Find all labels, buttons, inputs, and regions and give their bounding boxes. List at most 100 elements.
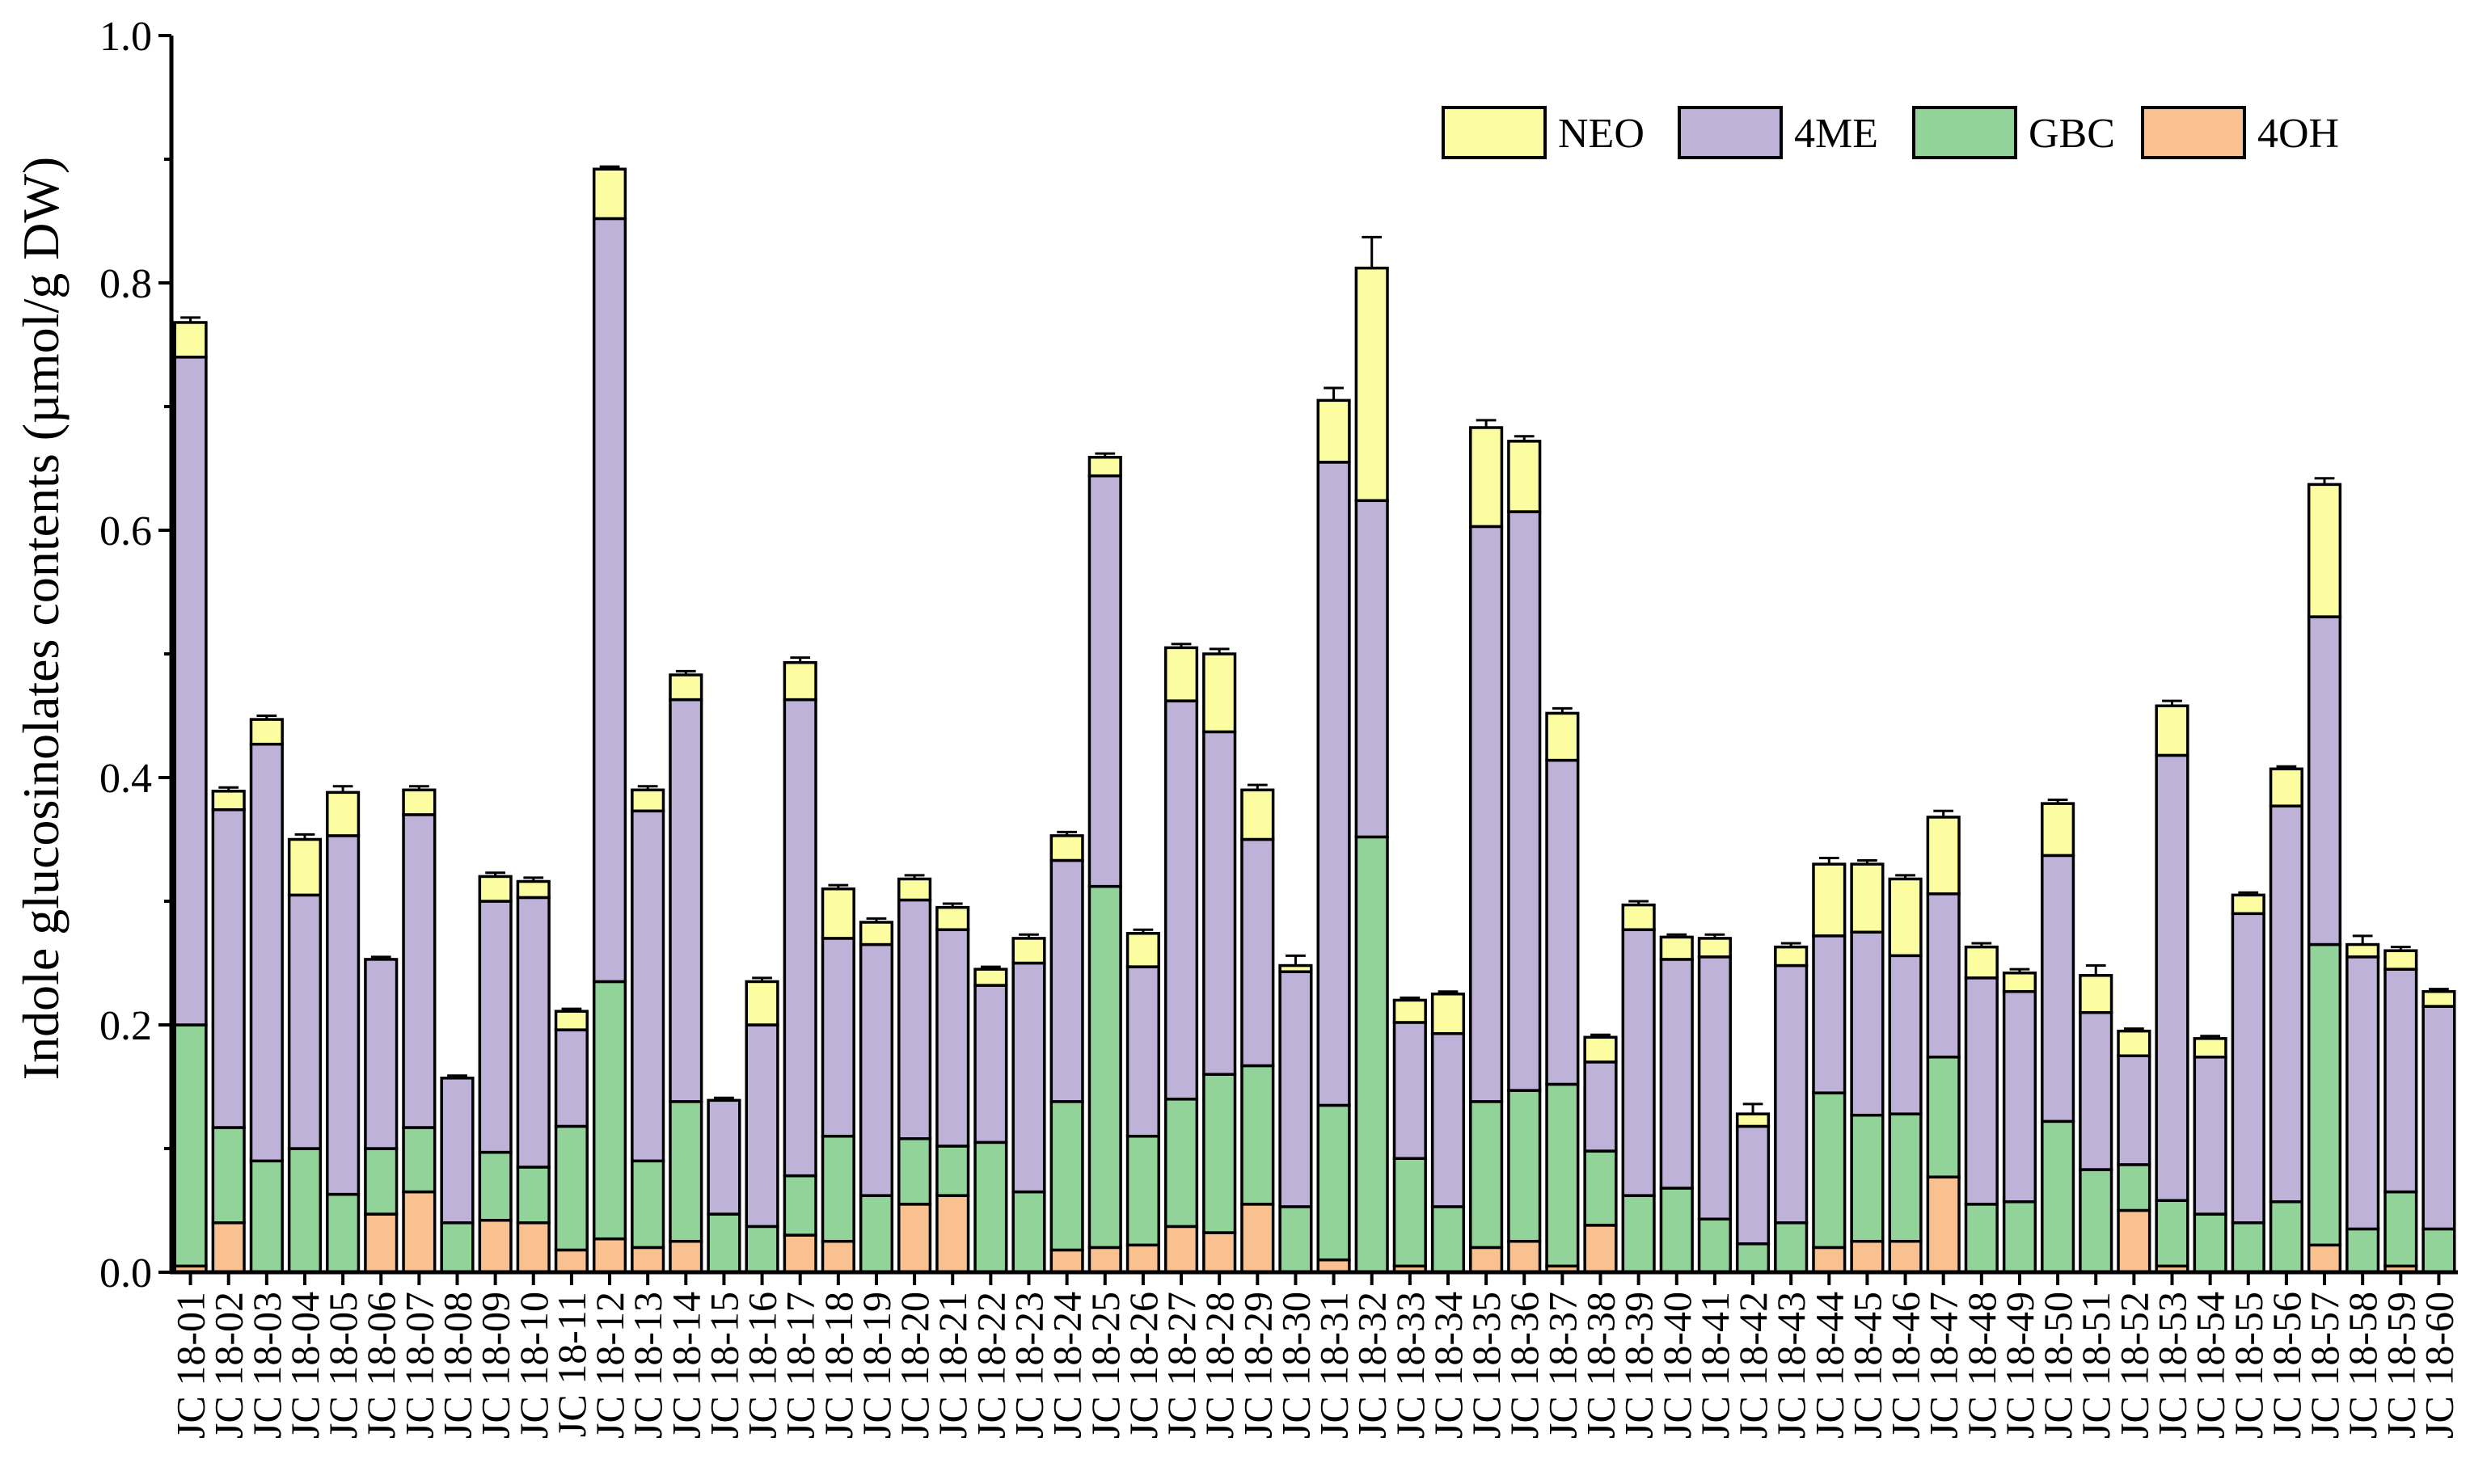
x-tick-label: JC 18-29 xyxy=(1235,1292,1280,1439)
bar-segment-4me xyxy=(1049,858,1084,1103)
legend-label-4oh: 4OH xyxy=(2257,111,2339,157)
bar-segment-neo xyxy=(287,837,323,897)
x-tick-label: JC 18-34 xyxy=(1425,1292,1471,1439)
bar-segment-4me xyxy=(1087,474,1122,888)
bar-segment-4me xyxy=(821,937,855,1138)
x-tick-label: JC 18-19 xyxy=(854,1292,899,1439)
x-tick-label: JC 18-37 xyxy=(1539,1292,1585,1439)
x-tick-label: JC 18-23 xyxy=(1007,1292,1052,1439)
x-tick-label: JC 18-49 xyxy=(1997,1292,2042,1439)
bar-segment-4oh xyxy=(1087,1246,1122,1274)
bar-segment-gbc xyxy=(1011,1190,1046,1274)
bar-segment-4me xyxy=(1774,963,1809,1225)
bar-segment-4me xyxy=(859,942,894,1197)
x-tick-label: JC 18-31 xyxy=(1311,1292,1357,1439)
bar-segment-gbc xyxy=(1583,1149,1618,1227)
bar-segment-4me xyxy=(1278,970,1313,1208)
bar-segment-gbc xyxy=(516,1166,551,1225)
bar-segment-neo xyxy=(1011,937,1046,965)
bar-segment-neo xyxy=(1202,652,1237,734)
x-tick-label: JC 18-05 xyxy=(320,1292,365,1439)
bar-segment-4oh xyxy=(935,1194,970,1274)
bar-segment-neo xyxy=(859,921,894,946)
bar-segment-gbc xyxy=(783,1174,817,1237)
bar-segment-gbc xyxy=(1202,1073,1237,1234)
x-tick-label: JC 18-15 xyxy=(701,1292,746,1439)
bar-segment-neo xyxy=(1507,440,1542,513)
bar-segment-neo xyxy=(1926,816,1961,896)
y-tick-label: 0.8 xyxy=(99,261,152,307)
bar-segment-neo xyxy=(897,877,932,902)
bar-segment-4me xyxy=(1507,510,1542,1092)
bar-segment-neo xyxy=(1964,945,1999,980)
x-tick-label: JC 18-56 xyxy=(2264,1292,2309,1439)
x-tick-label: JC 18-58 xyxy=(2340,1292,2385,1439)
bar-segment-neo xyxy=(173,321,208,359)
bar-segment-gbc xyxy=(2421,1227,2456,1274)
bar-segment-neo xyxy=(1278,963,1313,973)
x-tick-label: JC 18-06 xyxy=(358,1292,403,1439)
x-tick-label: JC 18-26 xyxy=(1121,1292,1166,1439)
bar-segment-gbc xyxy=(1621,1194,1656,1274)
bar-segment-neo xyxy=(2269,767,2303,807)
x-tick-label: JC 18-36 xyxy=(1501,1292,1547,1439)
bar-segment-neo xyxy=(211,790,246,812)
x-tick-label: JC 18-46 xyxy=(1883,1292,1928,1439)
bar-segment-neo xyxy=(2307,483,2342,618)
x-tick-label: JC 18-12 xyxy=(587,1292,632,1439)
bar-segment-4me xyxy=(1659,958,1694,1190)
bar-segment-neo xyxy=(2231,893,2265,916)
bar-segment-neo xyxy=(1583,1035,1618,1064)
legend-label-4me: 4ME xyxy=(1794,111,1878,157)
x-tick-label: JC 18-39 xyxy=(1616,1292,1661,1439)
y-axis-title: Indole glucosinolates contents (µmol/g D… xyxy=(12,157,70,1080)
bar-segment-4me xyxy=(1697,955,1732,1221)
bar-segment-4me xyxy=(2231,912,2265,1225)
bar-segment-4me xyxy=(1621,928,1656,1197)
bar-segment-4me xyxy=(2155,753,2189,1203)
bar-segment-neo xyxy=(2383,949,2418,971)
x-tick-label: JC 18-04 xyxy=(282,1292,327,1439)
bar-segment-4oh xyxy=(1850,1240,1885,1274)
bar-segment-4me xyxy=(1888,954,1923,1115)
legend-swatch-4oh xyxy=(2141,106,2246,159)
bar-segment-gbc xyxy=(2079,1168,2113,1274)
bar-segment-4oh xyxy=(402,1190,437,1274)
bar-segment-neo xyxy=(249,718,284,746)
bar-segment-4me xyxy=(1583,1060,1618,1153)
legend-label-neo: NEO xyxy=(1558,111,1645,157)
bar-segment-4me xyxy=(554,1028,589,1128)
bar-segment-gbc xyxy=(973,1140,1008,1274)
bar-segment-gbc xyxy=(2269,1200,2303,1274)
x-tick-label: JC 18-03 xyxy=(244,1292,289,1439)
bar-segment-gbc xyxy=(1697,1217,1732,1274)
bar-segment-neo xyxy=(1125,932,1160,968)
bar-segment-neo xyxy=(1469,426,1504,529)
x-tick-label: JC 18-01 xyxy=(168,1292,213,1439)
bar-segment-4oh xyxy=(1888,1240,1923,1274)
bar-segment-gbc xyxy=(402,1126,437,1194)
bar-segment-4me xyxy=(1735,1124,1771,1246)
bar-segment-4me xyxy=(745,1023,779,1229)
bar-segment-neo xyxy=(1163,646,1199,702)
bar-segment-neo xyxy=(1697,937,1732,959)
x-tick-label: JC 18-42 xyxy=(1730,1292,1775,1439)
bar-segment-4oh xyxy=(631,1246,665,1274)
y-tick-label: 0.6 xyxy=(99,508,152,554)
x-tick-label: JC 18-07 xyxy=(396,1292,441,1439)
bar-segment-neo xyxy=(1240,788,1275,841)
bar-segment-neo xyxy=(1812,862,1847,938)
bar-segment-4oh xyxy=(1812,1246,1847,1274)
bar-segment-neo xyxy=(669,673,703,702)
bar-segment-4oh xyxy=(2117,1208,2151,1274)
bar-segment-gbc xyxy=(707,1212,741,1274)
x-tick-label: JC 18-09 xyxy=(473,1292,518,1439)
bar-segment-gbc xyxy=(2193,1212,2227,1274)
bar-segment-4oh xyxy=(516,1221,551,1274)
x-tick-label: JC 18-24 xyxy=(1045,1292,1090,1439)
bar-segment-gbc xyxy=(1850,1113,1885,1243)
bar-segment-gbc xyxy=(935,1145,970,1197)
bar-segment-4me xyxy=(440,1077,475,1225)
bar-segment-4oh xyxy=(1202,1231,1237,1274)
